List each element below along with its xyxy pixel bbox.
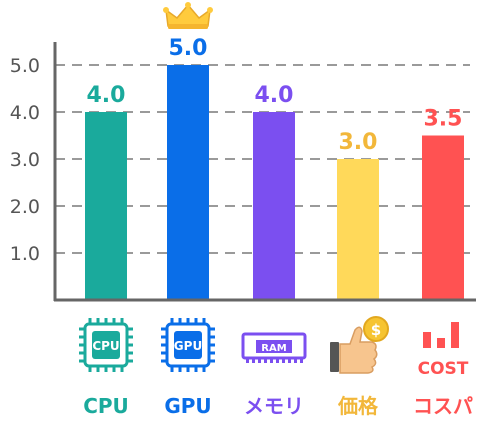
value-label: 5.0	[169, 36, 208, 61]
bar-1	[85, 112, 127, 300]
value-label: 4.0	[87, 83, 126, 108]
cpu-icon: CPU	[79, 318, 133, 372]
value-label: 3.0	[339, 130, 378, 155]
y-tick-labels: 1.0 2.0 3.0 4.0 5.0	[10, 55, 40, 265]
bar-3	[253, 112, 295, 300]
value-label: 3.5	[424, 107, 463, 132]
icon-text: COST	[418, 359, 469, 379]
icon-text: $	[371, 321, 381, 339]
price-thumbs-up-coin-icon: $	[330, 316, 389, 374]
value-labels: 4.0 5.0 4.0 3.0 3.5	[87, 36, 463, 155]
category-label: コスパ	[413, 394, 473, 418]
category-label: メモリ	[244, 394, 304, 418]
gpu-icon: GPU	[161, 318, 215, 372]
axes	[53, 42, 476, 302]
category-labels: CPU GPU メモリ 価格 コスパ	[83, 394, 473, 418]
cost-performance-icon: COST	[418, 322, 469, 379]
y-tick-label: 1.0	[10, 243, 40, 265]
category-label: CPU	[83, 394, 129, 418]
y-tick-label: 5.0	[10, 55, 40, 77]
bars	[85, 65, 464, 300]
bar-4	[337, 159, 379, 300]
bar-5	[422, 135, 464, 300]
y-tick-label: 3.0	[10, 149, 40, 171]
category-icons: CPU GPU RAM $ COST	[79, 2, 469, 379]
category-label: 価格	[337, 394, 379, 418]
y-tick-label: 2.0	[10, 196, 40, 218]
value-label: 4.0	[255, 83, 294, 108]
icon-text: GPU	[174, 339, 202, 353]
y-tick-label: 4.0	[10, 102, 40, 124]
bar-2	[167, 65, 209, 300]
crown-icon	[163, 2, 213, 29]
icon-text: CPU	[92, 339, 119, 353]
icon-text: RAM	[261, 343, 286, 354]
ram-icon: RAM	[241, 332, 307, 363]
category-label: GPU	[164, 394, 211, 418]
